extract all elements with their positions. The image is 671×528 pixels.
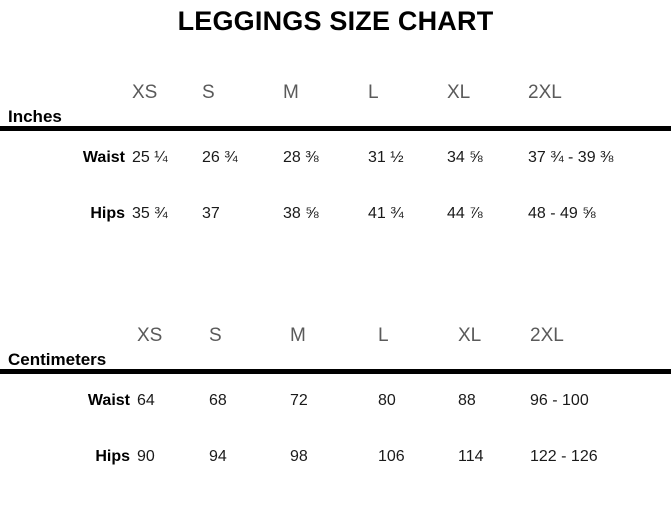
column-header-xl-inches: XL <box>447 82 471 103</box>
column-header-m-inches: M <box>283 82 299 103</box>
cell-hips-2xl-centimeters: 122 - 126 <box>530 448 598 465</box>
column-header-xs-centimeters: XS <box>137 325 163 346</box>
table-header-row-inches: Inches XS S M L XL 2XL <box>0 82 671 126</box>
cell-waist-l-inches: 31 ½ <box>368 149 404 166</box>
size-table-inches: Inches XS S M L XL 2XL Waist 25 ¼ 26 ¾ 2… <box>0 82 671 243</box>
cell-waist-xs-inches: 25 ¼ <box>132 149 168 166</box>
column-header-l-inches: L <box>368 82 379 103</box>
size-table-centimeters: Centimeters XS S M L XL 2XL Waist 64 68 … <box>0 325 671 486</box>
cell-waist-m-inches: 28 ⅜ <box>283 149 319 166</box>
row-label-waist-centimeters: Waist <box>87 392 130 409</box>
column-header-2xl-centimeters: 2XL <box>530 325 564 346</box>
cell-hips-s-centimeters: 94 <box>209 448 227 465</box>
cell-waist-l-centimeters: 80 <box>378 392 396 409</box>
cell-waist-xl-inches: 34 ⅝ <box>447 149 483 166</box>
cell-hips-l-centimeters: 106 <box>378 448 405 465</box>
cell-hips-s-inches: 37 <box>202 205 220 222</box>
row-label-waist-inches: Waist <box>82 149 125 166</box>
unit-label-centimeters: Centimeters <box>8 350 107 369</box>
cell-hips-m-centimeters: 98 <box>290 448 308 465</box>
cell-hips-xs-centimeters: 90 <box>137 448 155 465</box>
cell-hips-2xl-inches: 48 - 49 ⅝ <box>528 205 596 222</box>
cell-waist-s-centimeters: 68 <box>209 392 227 409</box>
row-label-hips-inches: Hips <box>90 205 125 222</box>
cell-waist-m-centimeters: 72 <box>290 392 308 409</box>
cell-waist-s-inches: 26 ¾ <box>202 149 238 166</box>
cell-hips-xs-inches: 35 ¾ <box>132 205 168 222</box>
column-header-xl-centimeters: XL <box>458 325 482 346</box>
column-header-s-centimeters: S <box>209 325 222 346</box>
column-header-xs-inches: XS <box>132 82 158 103</box>
cell-waist-xs-centimeters: 64 <box>137 392 155 409</box>
table-row: Hips 35 ¾ 37 38 ⅝ 41 ¾ 44 ⅞ 48 - 49 ⅝ <box>0 187 671 243</box>
divider-rule-inches <box>0 126 671 131</box>
row-label-hips-centimeters: Hips <box>95 448 130 465</box>
divider-rule-centimeters <box>0 369 671 374</box>
column-header-m-centimeters: M <box>290 325 306 346</box>
cell-hips-xl-inches: 44 ⅞ <box>447 205 483 222</box>
cell-waist-xl-centimeters: 88 <box>458 392 476 409</box>
table-row: Hips 90 94 98 106 114 122 - 126 <box>0 430 671 486</box>
cell-hips-xl-centimeters: 114 <box>458 448 484 465</box>
cell-waist-2xl-inches: 37 ¾ - 39 ⅜ <box>528 149 614 166</box>
table-row: Waist 64 68 72 80 88 96 - 100 <box>0 374 671 430</box>
column-header-l-centimeters: L <box>378 325 389 346</box>
cell-hips-l-inches: 41 ¾ <box>368 205 404 222</box>
table-header-row-centimeters: Centimeters XS S M L XL 2XL <box>0 325 671 369</box>
unit-label-inches: Inches <box>8 107 62 126</box>
cell-waist-2xl-centimeters: 96 - 100 <box>530 392 589 409</box>
page-title: LEGGINGS SIZE CHART <box>177 6 494 36</box>
table-row: Waist 25 ¼ 26 ¾ 28 ⅜ 31 ½ 34 ⅝ 37 ¾ - 39… <box>0 131 671 187</box>
column-header-2xl-inches: 2XL <box>528 82 562 103</box>
cell-hips-m-inches: 38 ⅝ <box>283 205 319 222</box>
column-header-s-inches: S <box>202 82 215 103</box>
